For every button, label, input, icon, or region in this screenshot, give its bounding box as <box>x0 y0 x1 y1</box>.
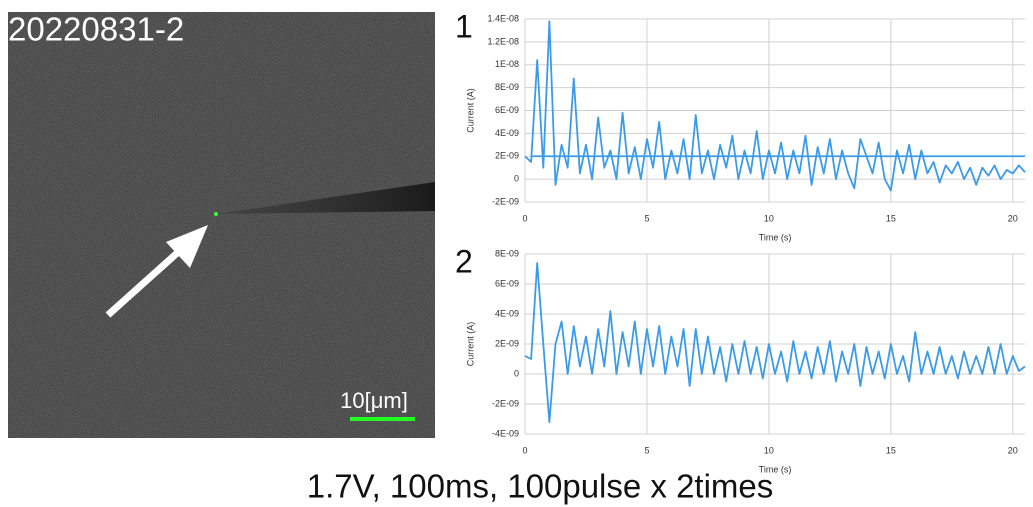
micrograph: 20220831-2 10[μm] <box>8 11 435 438</box>
y-tick-label: 0 <box>514 368 519 378</box>
y-axis-label: Current (A) <box>465 88 475 133</box>
y-tick-label: 4E-09 <box>495 308 519 318</box>
arrow-shaft <box>105 243 188 318</box>
scale-label: 10[μm] <box>340 388 408 413</box>
data-line <box>524 20 1026 192</box>
image-noise <box>8 12 435 438</box>
y-tick-label: 1E-08 <box>495 59 519 69</box>
x-tick-label: 0 <box>522 213 527 223</box>
line-chart: -2E-0902E-094E-096E-098E-091E-081.2E-081… <box>455 8 1026 242</box>
panel-label: 1 <box>455 8 473 44</box>
x-tick-label: 20 <box>1008 445 1018 455</box>
y-tick-label: 2E-09 <box>495 338 519 348</box>
x-tick-label: 5 <box>644 445 649 455</box>
y-tick-label: 0 <box>514 174 519 184</box>
x-tick-label: 15 <box>886 213 896 223</box>
x-axis-label: Time (s) <box>759 464 792 474</box>
pipette-tip <box>216 182 435 214</box>
y-tick-label: 2E-09 <box>495 151 519 161</box>
spot <box>214 212 218 216</box>
arrow-head <box>166 225 208 268</box>
y-tick-label: 6E-09 <box>495 278 519 288</box>
data-line <box>524 262 1026 423</box>
x-tick-label: 20 <box>1008 213 1018 223</box>
caption: 1.7V, 100ms, 100pulse x 2times <box>307 468 774 505</box>
x-tick-label: 5 <box>644 213 649 223</box>
y-tick-label: -2E-09 <box>492 398 519 408</box>
image-label: 20220831-2 <box>8 11 184 48</box>
x-axis-label: Time (s) <box>759 232 792 242</box>
y-tick-label: 6E-09 <box>495 105 519 115</box>
x-tick-label: 10 <box>764 213 774 223</box>
y-tick-label: 8E-09 <box>495 248 519 258</box>
y-axis-label: Current (A) <box>465 322 475 367</box>
x-tick-label: 15 <box>886 445 896 455</box>
x-tick-label: 0 <box>522 445 527 455</box>
y-tick-label: 1.4E-08 <box>487 13 519 23</box>
y-tick-label: -4E-09 <box>492 428 519 438</box>
line-chart: -4E-09 -2E-09 0 2E-09 4E-09 6E-09 8E-09 0 5 10 15 2… <box>455 243 1026 474</box>
y-tick-label: 4E-09 <box>495 128 519 138</box>
y-tick-label: 8E-09 <box>495 82 519 92</box>
y-tick-label: 1.2E-08 <box>487 36 519 46</box>
x-tick-label: 10 <box>764 445 774 455</box>
y-tick-label: -2E-09 <box>492 196 519 206</box>
panel-label: 2 <box>455 243 473 279</box>
